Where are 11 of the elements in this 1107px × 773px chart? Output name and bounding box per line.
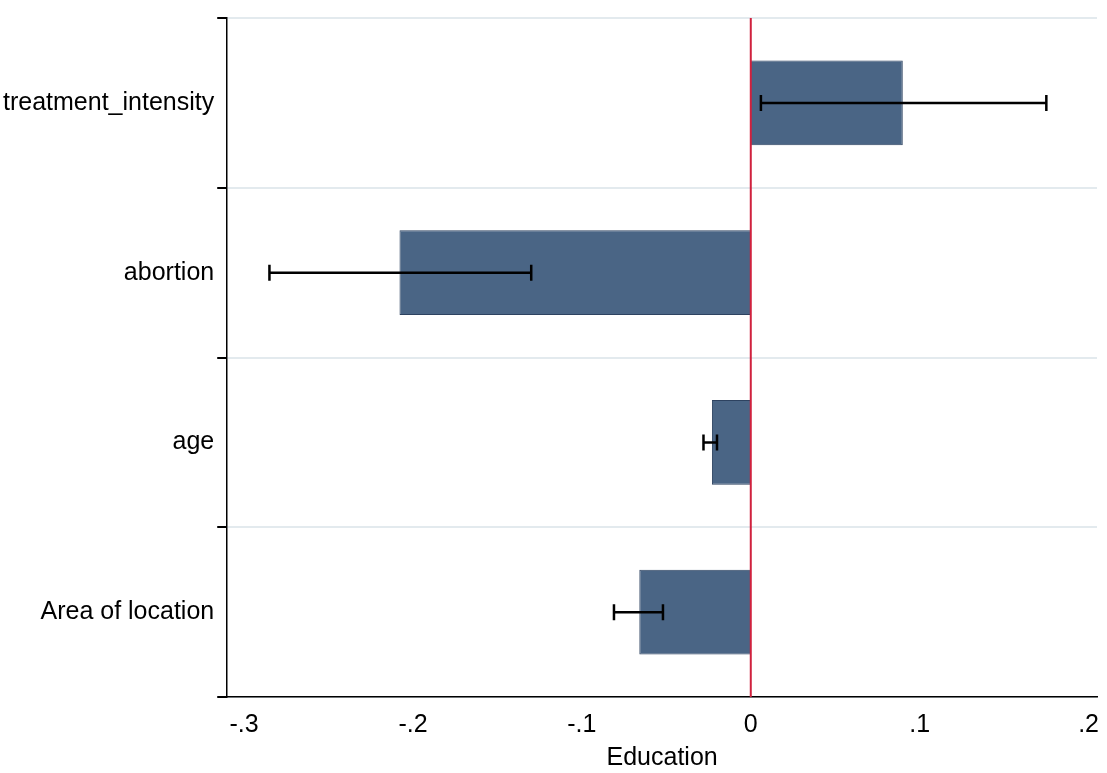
x-tick-label: -.1	[567, 708, 597, 737]
x-tick-label: 0	[743, 708, 758, 737]
y-tick-label: age	[172, 426, 215, 455]
x-tick-label: .2	[1078, 708, 1099, 737]
x-axis-title: Education	[606, 741, 718, 770]
y-tick-label: abortion	[123, 256, 215, 285]
y-tick-label: Area of location	[40, 596, 215, 625]
x-tick-label: -.3	[229, 708, 259, 737]
x-tick-label: .1	[909, 708, 931, 737]
y-tick-label: treatment_intensity	[3, 86, 215, 115]
x-tick-label: -.2	[398, 708, 428, 737]
